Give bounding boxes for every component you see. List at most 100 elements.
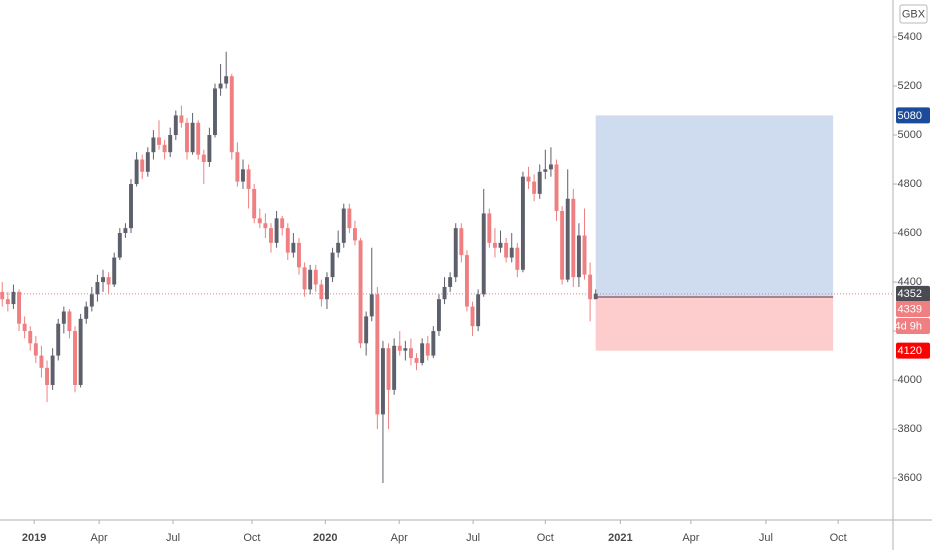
candle-body <box>196 122 201 155</box>
candle-body <box>269 228 273 243</box>
y-tick-label: 3600 <box>898 472 922 484</box>
countdown-badge <box>896 318 930 335</box>
x-tick-label: Jul <box>466 532 480 544</box>
candle-body <box>425 343 430 356</box>
candle-body <box>285 228 290 253</box>
candle-body <box>420 343 425 363</box>
candle-body <box>56 323 61 356</box>
x-tick-label: Oct <box>537 532 554 544</box>
candle-body <box>453 228 458 278</box>
candle-body <box>11 291 16 305</box>
candle-body <box>492 242 497 248</box>
target-label: 5080 <box>898 110 922 122</box>
candle-body <box>106 277 111 285</box>
candle-body <box>229 76 234 153</box>
target-badge <box>896 107 930 124</box>
candle-body <box>375 294 380 415</box>
countdown-label: 4d 9h <box>894 320 922 332</box>
candle-body <box>45 367 49 385</box>
candle-body <box>548 164 553 170</box>
candle-body <box>408 348 413 359</box>
candle-body <box>78 318 83 385</box>
candle-body <box>509 247 514 258</box>
candle-body <box>179 115 184 123</box>
candle-body <box>442 286 447 300</box>
candle-body <box>308 269 313 290</box>
candle-body <box>571 198 576 278</box>
candle-body <box>565 198 570 280</box>
x-tick-label: Jul <box>759 532 773 544</box>
x-tick-label: Oct <box>243 532 260 544</box>
candle-body <box>498 242 503 248</box>
candle-body <box>168 135 173 153</box>
candle-body <box>213 88 217 136</box>
candle-body <box>145 152 150 172</box>
candle-body <box>235 152 240 182</box>
candle-body <box>504 242 509 258</box>
candle-body <box>84 306 89 319</box>
candle-body <box>123 228 128 234</box>
candle-body <box>140 159 145 172</box>
candle-body <box>464 255 469 307</box>
y-tick-label: 4800 <box>898 178 922 190</box>
candle-body <box>117 233 122 258</box>
candle-body <box>560 210 565 280</box>
candle-body <box>476 294 481 327</box>
candle-body <box>341 208 346 243</box>
candle-body <box>313 269 318 285</box>
candle-body <box>89 294 94 307</box>
candle-body <box>134 159 139 185</box>
candle-body <box>151 137 156 153</box>
candle-body <box>582 235 587 275</box>
candle-body <box>257 218 262 224</box>
x-tick-label: 2020 <box>313 532 337 544</box>
candle-body <box>101 277 105 283</box>
candle-body <box>201 154 206 162</box>
candle-body <box>588 274 593 300</box>
candle-body <box>157 137 161 145</box>
stop-zone <box>595 297 834 351</box>
candle-body <box>173 115 178 136</box>
candle-body <box>22 323 27 332</box>
y-tick-label: 3800 <box>898 423 922 435</box>
candle-body <box>515 247 520 270</box>
y-tick-label: 4600 <box>898 227 922 239</box>
currency-box <box>899 4 928 24</box>
candle-body <box>543 169 548 172</box>
candle-body <box>397 345 402 351</box>
candle-body <box>224 76 229 84</box>
candle-body <box>28 331 33 344</box>
candle-body <box>263 223 268 229</box>
stop-label: 4120 <box>898 345 922 357</box>
x-tick-label: Apr <box>391 532 408 544</box>
candle-body <box>291 242 296 253</box>
candle-body <box>252 188 257 219</box>
x-tick-label: 2019 <box>22 532 46 544</box>
candle-body <box>218 83 223 89</box>
candle-body <box>319 284 324 300</box>
candle-body <box>347 208 352 229</box>
candle-body <box>241 169 245 182</box>
candle-body <box>532 181 537 194</box>
candle-body <box>0 291 5 300</box>
candle-body <box>162 144 167 153</box>
y-tick-label: 4000 <box>898 374 922 386</box>
candle-body <box>50 355 55 385</box>
candle-body <box>297 242 301 268</box>
candle-body <box>487 213 492 243</box>
candle-body <box>185 122 189 153</box>
y-tick-label: 5200 <box>898 80 922 92</box>
currency-label: GBX <box>902 8 926 20</box>
candle-body <box>593 293 598 300</box>
candle-body <box>39 355 44 368</box>
candle-body <box>481 213 486 295</box>
candle-body <box>246 169 251 189</box>
candle-body <box>190 122 195 153</box>
y-tick-label: 4400 <box>898 276 922 288</box>
x-tick-label: 2021 <box>608 532 632 544</box>
entry-badge <box>896 301 930 318</box>
last-price-badge <box>896 285 930 302</box>
x-tick-label: Jul <box>166 532 180 544</box>
